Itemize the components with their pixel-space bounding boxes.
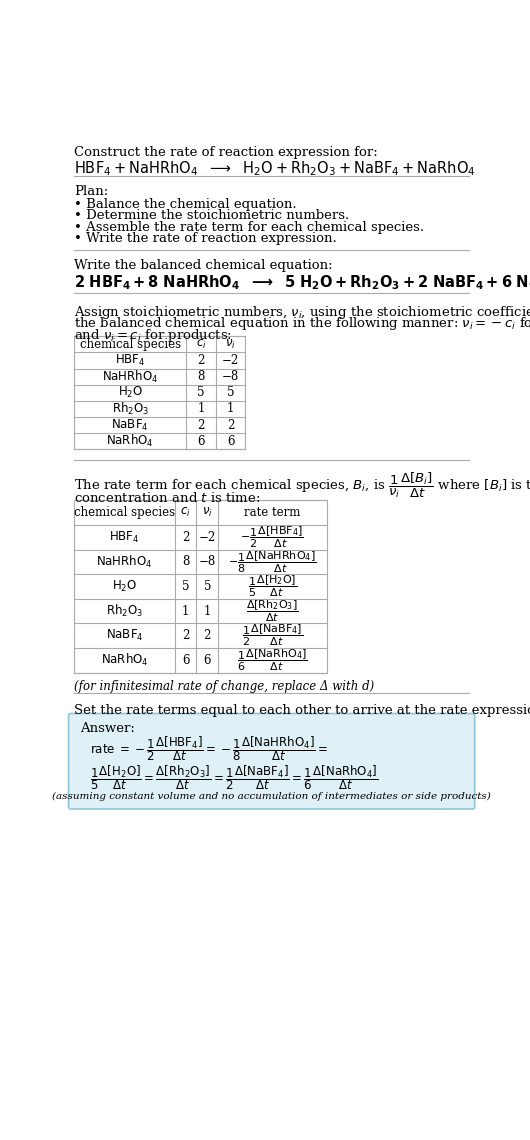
Text: 1: 1: [204, 604, 211, 618]
Text: $\mathrm{NaHRhO_4}$: $\mathrm{NaHRhO_4}$: [102, 368, 158, 384]
Text: $\mathbf{2\ HBF_4 + 8\ NaHRhO_4}$  $\boldsymbol{\longrightarrow}$  $\mathbf{5\ H: $\mathbf{2\ HBF_4 + 8\ NaHRhO_4}$ $\bold…: [74, 274, 530, 292]
Text: Assign stoichiometric numbers, $\nu_i$, using the stoichiometric coefficients, $: Assign stoichiometric numbers, $\nu_i$, …: [74, 304, 530, 320]
Text: $\mathrm{H_2O}$: $\mathrm{H_2O}$: [118, 385, 143, 400]
Text: 5: 5: [204, 580, 211, 593]
Text: Answer:: Answer:: [80, 722, 135, 735]
Text: chemical species: chemical species: [80, 337, 181, 351]
Text: 2: 2: [182, 629, 189, 642]
Text: $\mathrm{NaRhO_4}$: $\mathrm{NaRhO_4}$: [101, 652, 148, 668]
Text: the balanced chemical equation in the following manner: $\nu_i = -c_i$ for react: the balanced chemical equation in the fo…: [74, 316, 530, 333]
Text: $\dfrac{1}{5}\dfrac{\Delta[\mathrm{H_2O}]}{\Delta t}= \dfrac{\Delta[\mathrm{Rh_2: $\dfrac{1}{5}\dfrac{\Delta[\mathrm{H_2O}…: [90, 764, 378, 792]
Text: $\mathrm{Rh_2O_3}$: $\mathrm{Rh_2O_3}$: [106, 603, 143, 619]
Text: Plan:: Plan:: [74, 186, 108, 198]
Text: $c_i$: $c_i$: [196, 337, 207, 351]
FancyBboxPatch shape: [68, 714, 475, 809]
Text: 8: 8: [197, 370, 205, 383]
Text: 6: 6: [204, 654, 211, 667]
Text: concentration and $t$ is time:: concentration and $t$ is time:: [74, 491, 260, 505]
Text: 6: 6: [227, 434, 234, 448]
Text: • Assemble the rate term for each chemical species.: • Assemble the rate term for each chemic…: [74, 221, 424, 234]
Text: 6: 6: [182, 654, 189, 667]
Text: 8: 8: [182, 555, 189, 569]
Text: 2: 2: [197, 355, 205, 367]
Text: $\mathrm{HBF_4 + NaHRhO_4}$  $\longrightarrow$  $\mathrm{H_2O + Rh_2O_3 + NaBF_4: $\mathrm{HBF_4 + NaHRhO_4}$ $\longrighta…: [74, 160, 476, 178]
Text: Set the rate terms equal to each other to arrive at the rate expression:: Set the rate terms equal to each other t…: [74, 703, 530, 717]
Bar: [74, 336, 245, 449]
Text: $\mathrm{NaHRhO_4}$: $\mathrm{NaHRhO_4}$: [96, 554, 153, 570]
Text: $\nu_i$: $\nu_i$: [225, 337, 236, 351]
Text: chemical species: chemical species: [74, 506, 175, 519]
Text: $\mathrm{HBF_4}$: $\mathrm{HBF_4}$: [109, 530, 139, 545]
Text: rate $= -\dfrac{1}{2}\dfrac{\Delta[\mathrm{HBF_4}]}{\Delta t}= -\dfrac{1}{8}\dfr: rate $= -\dfrac{1}{2}\dfrac{\Delta[\math…: [90, 734, 328, 763]
Text: $\mathrm{Rh_2O_3}$: $\mathrm{Rh_2O_3}$: [112, 401, 149, 417]
Text: $\dfrac{1}{5}\dfrac{\Delta[\mathrm{H_2O}]}{\Delta t}$: $\dfrac{1}{5}\dfrac{\Delta[\mathrm{H_2O}…: [248, 573, 297, 600]
Text: 5: 5: [182, 580, 189, 593]
Text: 2: 2: [197, 418, 205, 432]
Text: • Determine the stoichiometric numbers.: • Determine the stoichiometric numbers.: [74, 209, 349, 222]
Text: 5: 5: [197, 386, 205, 399]
Text: (for infinitesimal rate of change, replace Δ with d): (for infinitesimal rate of change, repla…: [74, 681, 374, 693]
Text: Write the balanced chemical equation:: Write the balanced chemical equation:: [74, 259, 333, 272]
Text: and $\nu_i = c_i$ for products:: and $\nu_i = c_i$ for products:: [74, 327, 232, 344]
Text: −2: −2: [199, 531, 216, 544]
Text: • Write the rate of reaction expression.: • Write the rate of reaction expression.: [74, 233, 337, 245]
Text: $c_i$: $c_i$: [180, 506, 191, 519]
Text: −2: −2: [222, 355, 239, 367]
Text: $\mathrm{NaBF_4}$: $\mathrm{NaBF_4}$: [111, 417, 149, 433]
Text: 2: 2: [227, 418, 234, 432]
Text: $-\dfrac{1}{8}\dfrac{\Delta[\mathrm{NaHRhO_4}]}{\Delta t}$: $-\dfrac{1}{8}\dfrac{\Delta[\mathrm{NaHR…: [228, 549, 316, 575]
Text: $\dfrac{\Delta[\mathrm{Rh_2O_3}]}{\Delta t}$: $\dfrac{\Delta[\mathrm{Rh_2O_3}]}{\Delta…: [246, 598, 299, 624]
Text: • Balance the chemical equation.: • Balance the chemical equation.: [74, 197, 297, 211]
Text: 2: 2: [204, 629, 211, 642]
Text: 1: 1: [182, 604, 189, 618]
Text: $\dfrac{1}{6}\dfrac{\Delta[\mathrm{NaRhO_4}]}{\Delta t}$: $\dfrac{1}{6}\dfrac{\Delta[\mathrm{NaRhO…: [237, 648, 308, 673]
Text: rate term: rate term: [244, 506, 301, 519]
Text: $\nu_i$: $\nu_i$: [202, 506, 213, 519]
Text: Construct the rate of reaction expression for:: Construct the rate of reaction expressio…: [74, 146, 378, 160]
Text: 2: 2: [182, 531, 189, 544]
Text: 5: 5: [227, 386, 234, 399]
Text: 1: 1: [227, 402, 234, 415]
Text: 1: 1: [197, 402, 205, 415]
Text: $\mathrm{NaBF_4}$: $\mathrm{NaBF_4}$: [105, 628, 143, 643]
Text: $\mathrm{H_2O}$: $\mathrm{H_2O}$: [112, 579, 137, 594]
Text: (assuming constant volume and no accumulation of intermediates or side products): (assuming constant volume and no accumul…: [52, 792, 491, 801]
Text: The rate term for each chemical species, $B_i$, is $\dfrac{1}{\nu_i}\dfrac{\Delt: The rate term for each chemical species,…: [74, 471, 530, 500]
Text: −8: −8: [199, 555, 216, 569]
Bar: [74, 500, 326, 673]
Text: $-\dfrac{1}{2}\dfrac{\Delta[\mathrm{HBF_4}]}{\Delta t}$: $-\dfrac{1}{2}\dfrac{\Delta[\mathrm{HBF_…: [241, 524, 304, 549]
Text: $\dfrac{1}{2}\dfrac{\Delta[\mathrm{NaBF_4}]}{\Delta t}$: $\dfrac{1}{2}\dfrac{\Delta[\mathrm{NaBF_…: [242, 624, 303, 649]
Text: $\mathrm{HBF_4}$: $\mathrm{HBF_4}$: [115, 353, 145, 368]
Text: $\mathrm{NaRhO_4}$: $\mathrm{NaRhO_4}$: [107, 433, 154, 449]
Text: −8: −8: [222, 370, 239, 383]
Text: 6: 6: [197, 434, 205, 448]
